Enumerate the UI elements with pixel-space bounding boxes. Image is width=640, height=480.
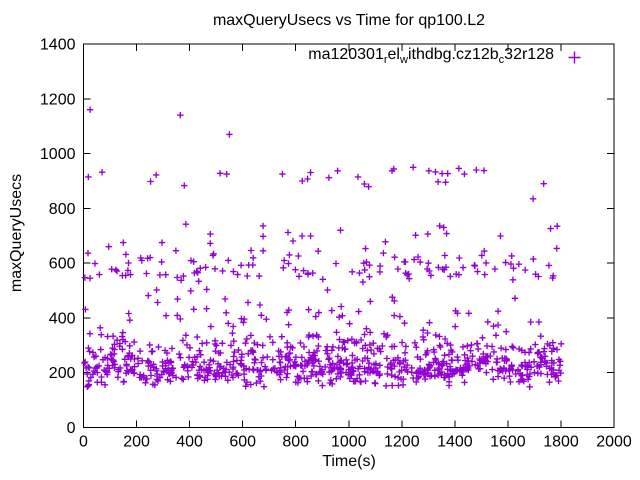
x-tick-label: 600 <box>229 434 256 451</box>
x-axis-title: Time(s) <box>322 453 376 470</box>
axis-ticks <box>83 43 615 428</box>
x-tick-label: 800 <box>282 434 309 451</box>
y-tick-label: 1200 <box>40 91 76 108</box>
y-tick-label: 400 <box>49 310 76 327</box>
legend-label-subscript: w <box>399 54 408 67</box>
y-tick-label: 1400 <box>40 37 76 54</box>
legend-label-segment: ithdbg.cz12b <box>407 46 499 63</box>
x-tick-label: 400 <box>176 434 203 451</box>
chart-title: maxQueryUsecs vs Time for qp100.L2 <box>212 12 486 29</box>
x-tick-label: 200 <box>123 434 150 451</box>
legend-label-subscript: c <box>498 54 505 67</box>
y-tick-label: 600 <box>49 256 76 273</box>
y-tick-label: 800 <box>49 201 76 218</box>
legend-marker-plus-icon <box>568 51 581 64</box>
y-tick-label: 200 <box>49 365 76 382</box>
legend-label-segment: el <box>387 46 400 63</box>
scatter-points <box>81 106 565 390</box>
legend-series-label: ma120301relwithdbg.cz12bc32r128 <box>308 45 554 70</box>
legend: ma120301relwithdbg.cz12bc32r128 <box>308 45 582 70</box>
x-tick-label: 1600 <box>490 434 526 451</box>
x-tick-label: 0 <box>79 434 88 451</box>
x-tick-label: 1800 <box>543 434 579 451</box>
x-tick-label: 1400 <box>437 434 473 451</box>
legend-label-segment: ma120301 <box>308 46 384 63</box>
x-tick-label: 2000 <box>596 434 632 451</box>
x-tick-label: 1200 <box>384 434 420 451</box>
legend-label-segment: 32r128 <box>504 46 554 63</box>
legend-label-subscript: r <box>383 54 388 67</box>
x-tick-label: 1000 <box>331 434 367 451</box>
y-tick-label: 0 <box>67 420 76 437</box>
y-tick-label: 1000 <box>40 146 76 163</box>
